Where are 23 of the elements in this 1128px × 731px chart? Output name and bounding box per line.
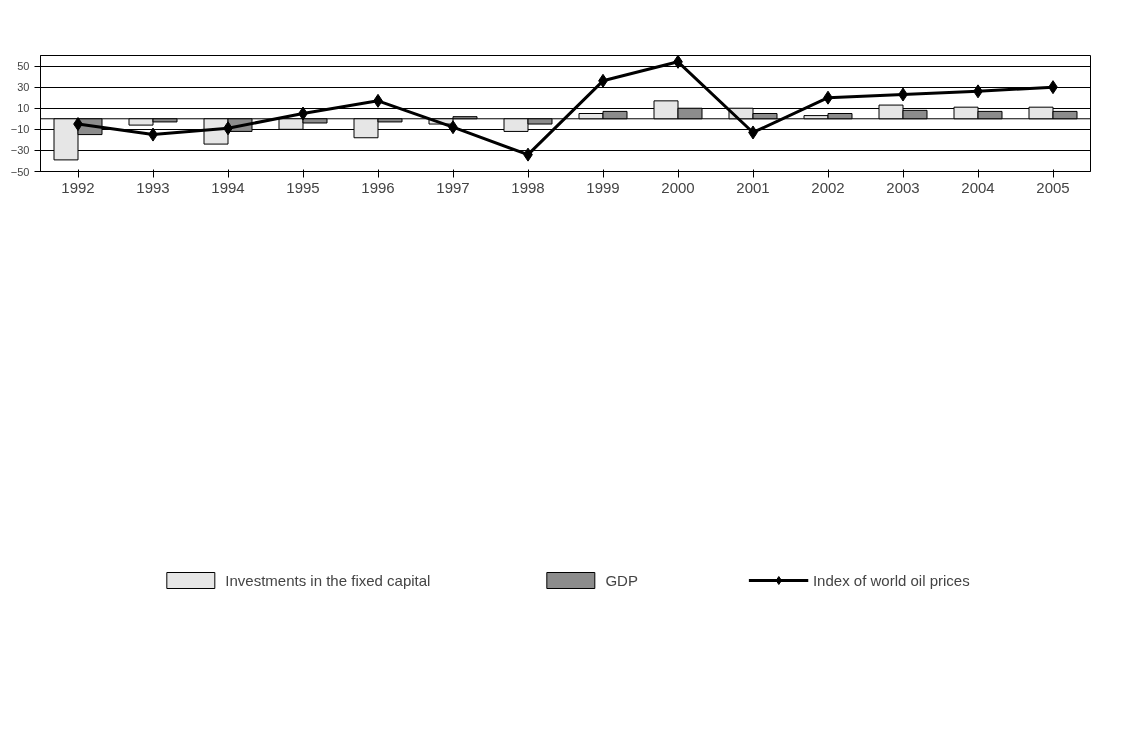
x-tick-label: 2004 <box>961 178 995 196</box>
y-tick-label: 50 <box>17 60 30 73</box>
x-tick-label: 1996 <box>361 178 395 196</box>
x-tick-label: 2005 <box>1036 178 1070 196</box>
legend-label: Index of world oil prices <box>812 571 970 589</box>
y-tick-label: −10 <box>10 123 30 136</box>
x-tick-label: 2001 <box>736 178 770 196</box>
y-tick-label: −50 <box>10 165 30 178</box>
legend-label: GDP <box>605 571 638 589</box>
y-tick-label: 10 <box>17 102 30 115</box>
y-tick-label: −30 <box>10 144 30 157</box>
x-tick-label: 2002 <box>811 178 845 196</box>
x-tick-label: 1995 <box>286 178 320 196</box>
x-tick-label: 1997 <box>436 178 470 196</box>
x-tick-label: 1999 <box>586 178 620 196</box>
legend-label: Investments in the fixed capital <box>225 571 431 589</box>
x-tick-label: 1998 <box>511 178 545 196</box>
x-tick-label: 2000 <box>661 178 695 196</box>
x-tick-label: 1993 <box>136 178 170 196</box>
x-tick-label: 1992 <box>61 178 95 196</box>
x-tick-label: 1994 <box>211 178 245 196</box>
x-tick-label: 2003 <box>886 178 920 196</box>
y-tick-label: 30 <box>17 81 30 94</box>
